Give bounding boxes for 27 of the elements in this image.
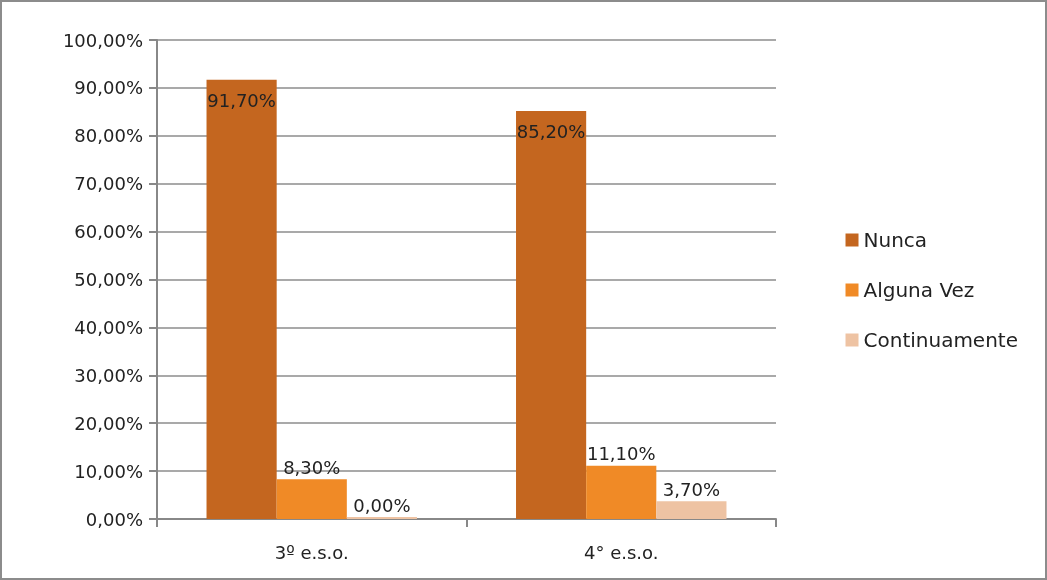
x-tick-label: 3º e.s.o. bbox=[274, 541, 349, 563]
data-label: 11,10% bbox=[586, 443, 656, 465]
legend-label: Continuamente bbox=[863, 328, 1019, 352]
y-tick-label: 0,00% bbox=[85, 508, 143, 530]
y-tick-label: 90,00% bbox=[74, 77, 143, 99]
y-tick-label: 60,00% bbox=[74, 221, 143, 243]
data-label: 0,00% bbox=[353, 494, 411, 516]
legend-label: Nunca bbox=[863, 228, 928, 252]
x-tick-label: 4° e.s.o. bbox=[584, 541, 659, 563]
y-tick-label: 100,00% bbox=[62, 29, 143, 51]
bar bbox=[586, 465, 657, 519]
legend-label: Alguna Vez bbox=[863, 278, 975, 302]
y-tick-label: 20,00% bbox=[74, 412, 143, 434]
bar bbox=[516, 110, 587, 519]
y-tick-label: 80,00% bbox=[74, 125, 143, 147]
data-label: 8,30% bbox=[283, 456, 341, 478]
bar bbox=[206, 79, 277, 519]
y-tick-label: 30,00% bbox=[74, 364, 143, 386]
bar bbox=[656, 501, 727, 519]
data-label: 3,70% bbox=[662, 478, 720, 500]
data-label: 91,70% bbox=[207, 90, 276, 112]
y-tick-label: 40,00% bbox=[74, 316, 143, 338]
y-tick-label: 70,00% bbox=[74, 173, 143, 195]
y-tick-label: 50,00% bbox=[74, 269, 143, 290]
bar bbox=[276, 479, 347, 519]
y-tick-label: 10,00% bbox=[74, 460, 143, 482]
data-label: 85,20% bbox=[516, 121, 586, 143]
